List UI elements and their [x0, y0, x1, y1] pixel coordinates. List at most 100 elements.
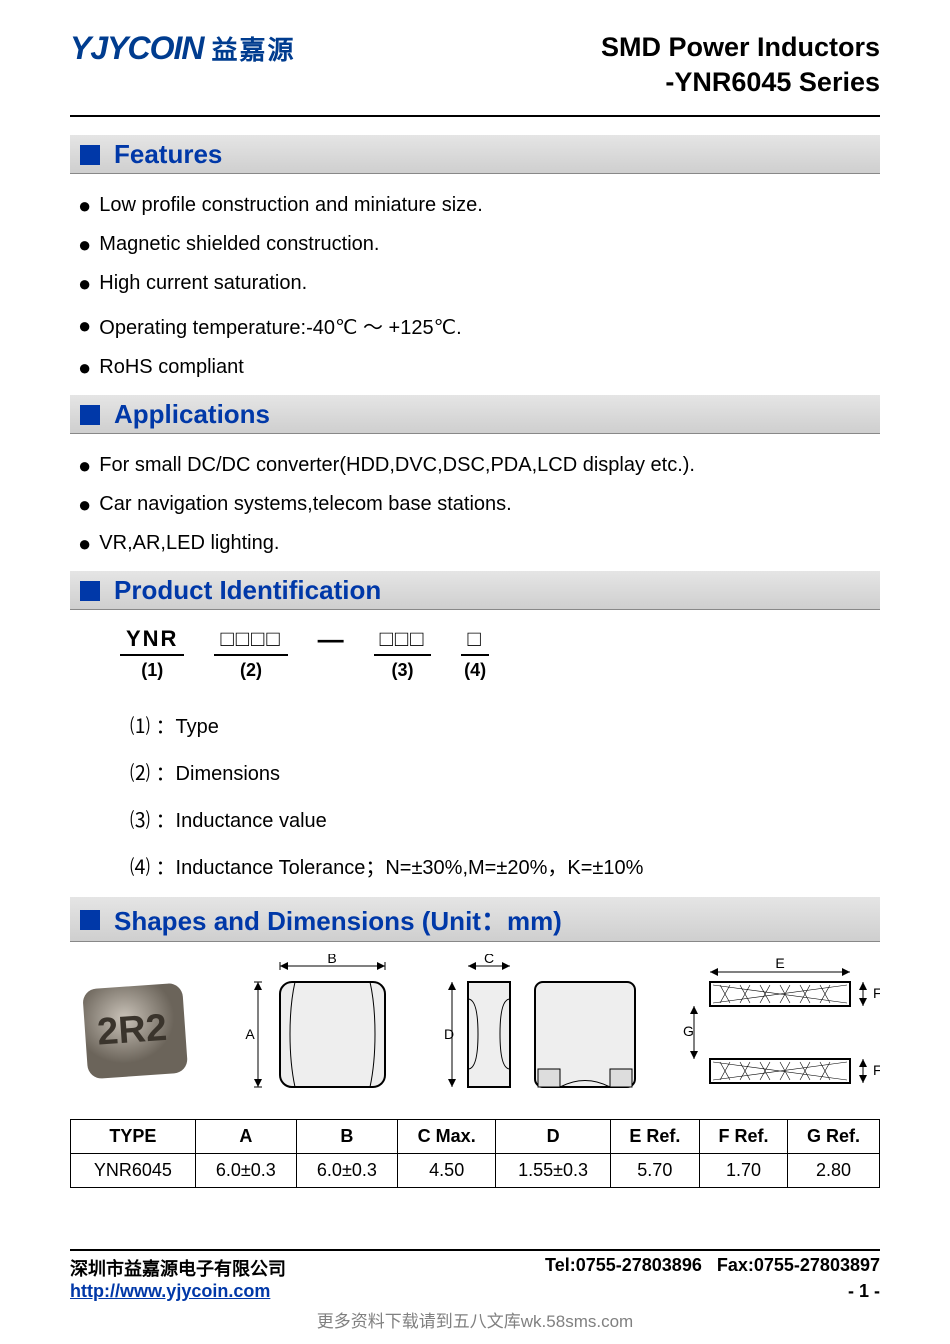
section-dims-title: Shapes and Dimensions (Unit：mm) [114, 901, 562, 938]
identification-legend: ⑴ ：Type ⑵ ：Dimensions ⑶ ：Inductance valu… [130, 701, 880, 889]
ident-code: □ [461, 626, 488, 656]
ident-code: □□□ [374, 626, 432, 656]
cell: 2.80 [788, 1154, 880, 1188]
ident-legend-item: ⑵ ：Dimensions [130, 748, 880, 795]
logo-brand: YJYCOIN [70, 30, 203, 67]
footer-contact: Tel:0755-27803896 Fax:0755-27803897 [545, 1255, 880, 1281]
app-item: ● For small DC/DC converter(HDD,DVC,DSC,P… [70, 446, 880, 485]
dim-label: F [873, 985, 880, 1001]
ident-index: (3) [374, 656, 432, 681]
section-ident-title: Product Identification [114, 575, 381, 606]
logo-brand-cn: 益嘉源 [211, 30, 295, 67]
dim-label: G [683, 1023, 694, 1039]
feature-text: Low profile construction and miniature s… [99, 194, 483, 217]
cell: 6.0±0.3 [296, 1154, 397, 1188]
square-bullet-icon [80, 145, 100, 165]
dim-label: A [245, 1026, 255, 1042]
feature-item: ● High current saturation. [70, 264, 880, 303]
section-ident-header: Product Identification [70, 571, 880, 610]
square-bullet-icon [80, 910, 100, 930]
cell: 5.70 [610, 1154, 699, 1188]
dimensions-table: TYPE A B C Max. D E Ref. F Ref. G Ref. Y… [70, 1119, 880, 1188]
section-features-header: Features [70, 135, 880, 174]
table-header-row: TYPE A B C Max. D E Ref. F Ref. G Ref. [71, 1120, 880, 1154]
app-text: For small DC/DC converter(HDD,DVC,DSC,PD… [99, 454, 695, 477]
identification-diagram: YNR (1) □□□□ (2) — □□□ (3) □ (4) [120, 624, 880, 683]
ident-legend-item: ⑴ ：Type [130, 701, 880, 748]
feature-item: ● RoHS compliant [70, 348, 880, 387]
dim-label: F [873, 1062, 880, 1078]
col-header: F Ref. [699, 1120, 787, 1154]
ident-separator: — [318, 624, 344, 683]
table-row: YNR6045 6.0±0.3 6.0±0.3 4.50 1.55±0.3 5.… [71, 1154, 880, 1188]
bullet-icon: ● [78, 315, 91, 337]
ident-block: □□□□ (2) [214, 626, 287, 681]
square-bullet-icon [80, 581, 100, 601]
document-title: SMD Power Inductors -YNR6045 Series [601, 30, 880, 100]
col-header: B [296, 1120, 397, 1154]
cell: 1.70 [699, 1154, 787, 1188]
ident-legend-item: ⑶ ：Inductance value [130, 795, 880, 842]
ident-index: (4) [461, 656, 488, 681]
feature-item: ● Magnetic shielded construction. [70, 225, 880, 264]
ident-legend-item: ⑷ ：Inductance Tolerance；N=±30%,M=±20%，K=… [130, 842, 880, 889]
col-header: TYPE [71, 1120, 196, 1154]
app-text: VR,AR,LED lighting. [99, 532, 279, 555]
top-view-diagram: B A [240, 954, 400, 1104]
page-header: YJYCOIN 益嘉源 SMD Power Inductors -YNR6045… [70, 30, 880, 117]
col-header: A [195, 1120, 296, 1154]
bullet-icon: ● [78, 455, 91, 477]
cell: 1.55±0.3 [496, 1154, 610, 1188]
feature-text: Magnetic shielded construction. [99, 233, 379, 256]
ident-code: YNR [120, 626, 184, 656]
feature-text: High current saturation. [99, 272, 307, 295]
app-text: Car navigation systems,telecom base stat… [99, 493, 511, 516]
col-header: G Ref. [788, 1120, 880, 1154]
footer-url[interactable]: http://www.yjycoin.com [70, 1281, 270, 1302]
section-apps-title: Applications [114, 399, 270, 430]
watermark-text: 更多资料下载请到五八文库wk.58sms.com [0, 1307, 950, 1332]
page-number: - 1 - [848, 1281, 880, 1302]
page-footer: 深圳市益嘉源电子有限公司 Tel:0755-27803896 Fax:0755-… [70, 1249, 880, 1302]
dim-label: D [444, 1026, 454, 1042]
cell: 6.0±0.3 [195, 1154, 296, 1188]
section-apps-header: Applications [70, 395, 880, 434]
app-item: ● VR,AR,LED lighting. [70, 524, 880, 563]
title-line-2: -YNR6045 Series [601, 65, 880, 100]
dim-label: E [775, 955, 784, 971]
square-bullet-icon [80, 405, 100, 425]
bullet-icon: ● [78, 273, 91, 295]
ident-index: (2) [214, 656, 287, 681]
feature-item: ● Low profile construction and miniature … [70, 186, 880, 225]
bullet-icon: ● [78, 234, 91, 256]
bullet-icon: ● [78, 195, 91, 217]
bullet-icon: ● [78, 357, 91, 379]
component-photo: 2R2 [70, 964, 200, 1094]
cell: 4.50 [397, 1154, 496, 1188]
bullet-icon: ● [78, 533, 91, 555]
dim-label: C [484, 954, 494, 966]
ident-block: YNR (1) [120, 626, 184, 681]
col-header: C Max. [397, 1120, 496, 1154]
ident-block: □□□ (3) [374, 626, 432, 681]
logo: YJYCOIN 益嘉源 [70, 30, 296, 67]
feature-text: RoHS compliant [99, 356, 244, 379]
feature-text: Operating temperature:-40℃ ～ +125℃. [99, 311, 461, 340]
pad-layout-diagram: E F F G [680, 954, 880, 1104]
ident-block: □ (4) [461, 626, 488, 681]
cell: YNR6045 [71, 1154, 196, 1188]
title-line-1: SMD Power Inductors [601, 30, 880, 65]
feature-item: ● Operating temperature:-40℃ ～ +125℃. [70, 303, 880, 348]
ident-index: (1) [120, 656, 184, 681]
col-header: E Ref. [610, 1120, 699, 1154]
photo-marking: 2R2 [96, 1007, 168, 1054]
col-header: D [496, 1120, 610, 1154]
section-dims-header: Shapes and Dimensions (Unit：mm) [70, 897, 880, 942]
ident-code: □□□□ [214, 626, 287, 656]
footer-company: 深圳市益嘉源电子有限公司 [70, 1255, 286, 1281]
dimension-diagrams: 2R2 B A C D [70, 954, 880, 1104]
app-item: ● Car navigation systems,telecom base sta… [70, 485, 880, 524]
section-features-title: Features [114, 139, 222, 170]
bullet-icon: ● [78, 494, 91, 516]
dim-label: B [327, 954, 336, 966]
